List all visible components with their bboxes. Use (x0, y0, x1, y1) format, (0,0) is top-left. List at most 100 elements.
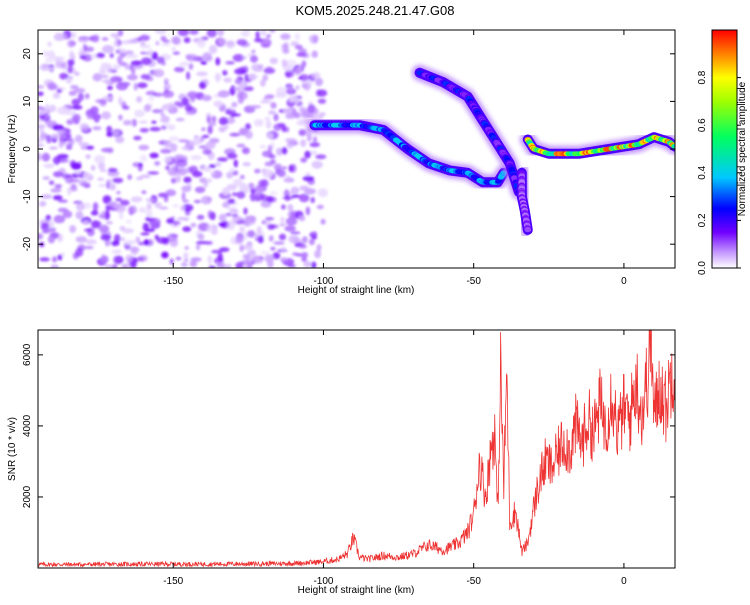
noise-blob (52, 156, 61, 165)
noise-blob (126, 74, 138, 81)
noise-blob (236, 191, 246, 199)
noise-blob (277, 169, 286, 178)
noise-blob (160, 112, 165, 117)
noise-blob (82, 171, 91, 179)
noise-blob (101, 79, 111, 84)
noise-blob (170, 143, 178, 152)
noise-blob (94, 119, 100, 123)
noise-blob (285, 217, 298, 226)
noise-blob (143, 239, 150, 246)
noise-blob (120, 199, 130, 206)
noise-blob (250, 55, 258, 63)
noise-blob (237, 67, 247, 71)
noise-blob (71, 31, 76, 39)
noise-blob (75, 247, 84, 257)
noise-blob (43, 67, 55, 71)
colorbar-tick-label: 0.6 (697, 118, 708, 132)
noise-blob (229, 87, 236, 96)
noise-blob (65, 133, 72, 139)
noise-blob (235, 236, 244, 244)
noise-blob (110, 76, 122, 83)
noise-blob (49, 104, 57, 113)
noise-blob (263, 67, 276, 74)
noise-blob (39, 257, 50, 262)
noise-blob (244, 215, 257, 222)
noise-blob (216, 157, 228, 162)
noise-blob (38, 124, 46, 129)
noise-blob (264, 254, 275, 263)
noise-blob (273, 163, 283, 171)
y-tick-label: 20 (22, 48, 33, 60)
noise-blob (53, 214, 66, 224)
noise-blob (57, 254, 63, 261)
noise-blob (120, 237, 125, 242)
noise-blob (49, 146, 58, 150)
noise-blob (92, 202, 99, 211)
noise-blob (91, 113, 102, 121)
noise-blob (159, 117, 166, 123)
noise-blob (259, 250, 270, 255)
noise-blob (320, 218, 326, 225)
noise-blob (226, 183, 238, 191)
noise-blob (85, 145, 95, 150)
noise-blob (181, 262, 188, 267)
noise-blob (116, 82, 128, 91)
noise-blob (181, 185, 192, 192)
noise-blob (161, 251, 169, 259)
noise-blob (71, 162, 82, 170)
colorbar-gradient (711, 29, 738, 269)
noise-blob (173, 221, 178, 227)
noise-blob (47, 41, 52, 47)
noise-blob (239, 225, 245, 233)
noise-blob (282, 48, 290, 54)
noise-blob (38, 106, 45, 110)
noise-blob (308, 107, 319, 115)
noise-blob (281, 59, 287, 67)
noise-blob (38, 85, 45, 89)
noise-blob (210, 171, 216, 175)
noise-blob (116, 190, 121, 195)
noise-blob (284, 225, 296, 232)
noise-blob (154, 161, 161, 166)
noise-blob (247, 249, 257, 257)
noise-blob (147, 171, 160, 175)
noise-blob (302, 236, 308, 244)
noise-blob (309, 150, 318, 155)
noise-blob (270, 246, 276, 251)
noise-blob (177, 139, 189, 143)
noise-blob (129, 246, 140, 253)
noise-blob (315, 89, 323, 97)
noise-blob (282, 43, 289, 49)
noise-blob (284, 69, 295, 78)
noise-blob (154, 234, 159, 240)
noise-blob (203, 179, 209, 188)
noise-blob (194, 186, 206, 194)
noise-blob (301, 252, 308, 259)
figure-title: KOM5.2025.248.21.47.G08 (295, 3, 454, 18)
noise-blob (282, 196, 294, 200)
noise-blob (217, 30, 225, 37)
noise-blob (174, 101, 182, 107)
noise-blob (218, 126, 227, 133)
noise-blob (218, 117, 229, 126)
noise-blob (180, 146, 190, 150)
noise-blob (311, 72, 321, 79)
noise-blob (257, 235, 264, 244)
noise-blob (231, 101, 238, 108)
noise-blob (264, 116, 271, 122)
noise-blob (258, 64, 264, 69)
noise-blob (161, 60, 166, 66)
noise-blob (102, 195, 112, 204)
noise-blob (206, 30, 218, 38)
noise-blob (169, 258, 174, 265)
noise-blob (79, 47, 85, 53)
noise-blob (298, 244, 307, 249)
noise-blob (173, 66, 185, 73)
noise-blob (136, 96, 143, 103)
noise-blob (193, 199, 202, 204)
noise-blob (274, 92, 287, 98)
noise-blob (268, 154, 276, 159)
noise-blob (141, 57, 152, 66)
noise-blob (172, 204, 179, 208)
noise-blob (150, 222, 156, 231)
